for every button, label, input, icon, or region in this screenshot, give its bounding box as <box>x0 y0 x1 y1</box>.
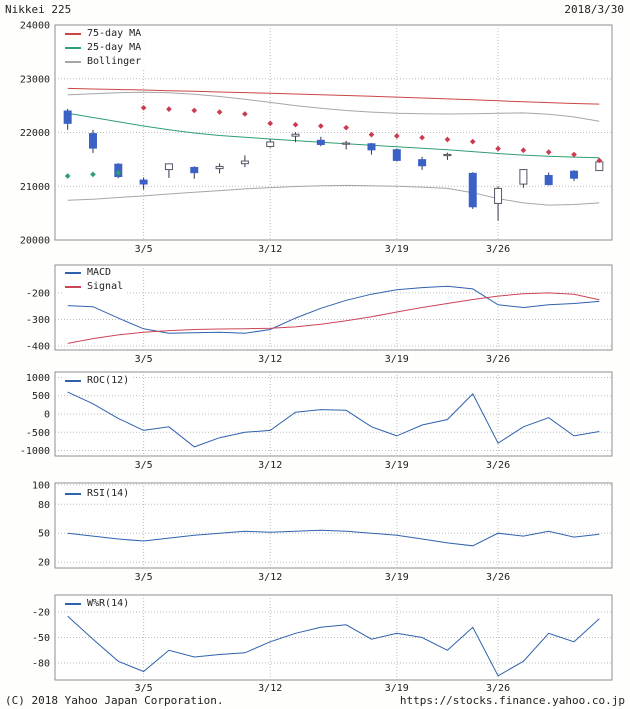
legend-item-roc: ROC(12) <box>65 374 129 388</box>
svg-text:21000: 21000 <box>20 182 50 193</box>
svg-text:-50: -50 <box>32 633 50 644</box>
legend-item-wr: W%R(14) <box>65 597 129 611</box>
macd-series <box>67 285 600 344</box>
ma25-line-swatch <box>65 47 81 49</box>
bollinger-legend-label: Bollinger <box>87 56 142 67</box>
macd-legend-label: MACD <box>87 267 112 278</box>
svg-text:-20: -20 <box>32 608 50 619</box>
roc-line-swatch <box>65 380 81 382</box>
rsi-legend-label: RSI(14) <box>87 488 130 499</box>
svg-text:3/5: 3/5 <box>135 572 153 583</box>
svg-text:3/12: 3/12 <box>258 683 282 694</box>
svg-text:50: 50 <box>38 529 50 540</box>
svg-text:3/19: 3/19 <box>385 244 409 255</box>
macd-line-swatch <box>65 272 81 274</box>
wr-line-swatch <box>65 603 81 605</box>
svg-text:3/5: 3/5 <box>135 683 153 694</box>
rsi-line-swatch <box>65 493 81 495</box>
svg-text:0: 0 <box>44 410 50 421</box>
svg-text:3/26: 3/26 <box>486 572 510 583</box>
ma25-legend-label: 25-day MA <box>87 42 142 53</box>
svg-text:3/19: 3/19 <box>385 460 409 471</box>
roc-chart: 1000 500 0 -500 -1000 3/5 3/12 3/19 3/26 <box>20 371 613 471</box>
svg-text:3/26: 3/26 <box>486 354 510 365</box>
chart-title: Nikkei 225 <box>5 3 72 16</box>
svg-text:3/26: 3/26 <box>486 460 510 471</box>
svg-text:20000: 20000 <box>20 236 50 247</box>
svg-text:-300: -300 <box>26 315 50 326</box>
svg-text:3/19: 3/19 <box>385 572 409 583</box>
roc-series <box>67 391 600 448</box>
rsi-legend: RSI(14) <box>62 487 133 501</box>
wr-chart: -20 -50 -80 3/5 3/12 3/19 3/26 <box>32 594 613 694</box>
bollinger-line-swatch <box>65 61 81 63</box>
svg-text:3/12: 3/12 <box>258 244 282 255</box>
legend-item-bollinger: Bollinger <box>65 55 141 69</box>
ma75-legend-label: 75-day MA <box>87 28 142 39</box>
svg-text:22000: 22000 <box>20 128 50 139</box>
svg-text:80: 80 <box>38 500 50 511</box>
overlay-lines <box>67 87 600 206</box>
svg-text:20: 20 <box>38 558 50 569</box>
svg-text:3/5: 3/5 <box>135 460 153 471</box>
macd-legend: MACD Signal <box>62 266 127 294</box>
marker-dots <box>64 104 603 179</box>
rsi-chart: 100 80 50 20 3/5 3/12 3/19 3/26 <box>32 481 613 583</box>
svg-text:3/5: 3/5 <box>135 354 153 365</box>
macd-chart: -200 -300 -400 3/5 3/12 3/19 3/26 <box>26 264 613 365</box>
roc-legend: ROC(12) <box>62 374 133 388</box>
svg-text:3/26: 3/26 <box>486 683 510 694</box>
svg-text:24000: 24000 <box>20 21 50 32</box>
svg-text:-1000: -1000 <box>20 446 50 457</box>
svg-text:3/19: 3/19 <box>385 683 409 694</box>
svg-text:3/5: 3/5 <box>135 244 153 255</box>
roc-legend-label: ROC(12) <box>87 375 130 386</box>
price-grid: 24000 23000 22000 21000 20000 3/5 3/12 3/19 3/26 <box>20 21 613 255</box>
roc-grid: 1000 500 0 -500 -1000 3/5 3/12 3/19 3/26 <box>20 371 613 471</box>
svg-text:3/12: 3/12 <box>258 572 282 583</box>
rsi-series <box>67 529 600 547</box>
candlestick-series <box>63 108 604 221</box>
legend-item-macd: MACD <box>65 266 123 280</box>
svg-text:-80: -80 <box>32 659 50 670</box>
svg-text:3/26: 3/26 <box>486 244 510 255</box>
svg-text:3/19: 3/19 <box>385 354 409 365</box>
svg-text:23000: 23000 <box>20 74 50 85</box>
rsi-grid: 100 80 50 20 3/5 3/12 3/19 3/26 <box>32 481 613 583</box>
svg-text:100: 100 <box>32 481 50 491</box>
wr-grid: -20 -50 -80 3/5 3/12 3/19 3/26 <box>32 594 613 694</box>
legend-item-ma75: 75-day MA <box>65 27 141 41</box>
footer-copyright: (C) 2018 Yahoo Japan Corporation. <box>5 694 224 707</box>
svg-text:3/12: 3/12 <box>258 354 282 365</box>
signal-legend-label: Signal <box>87 281 124 292</box>
price-legend: 75-day MA 25-day MA Bollinger <box>62 27 145 69</box>
legend-item-rsi: RSI(14) <box>65 487 129 501</box>
svg-text:-200: -200 <box>26 288 50 299</box>
signal-line-swatch <box>65 286 81 288</box>
ma75-line-swatch <box>65 33 81 35</box>
wr-series <box>67 615 600 677</box>
svg-text:-400: -400 <box>26 342 50 353</box>
footer-url: https://stocks.finance.yahoo.co.jp <box>399 694 625 707</box>
price-candlestick-chart: 24000 23000 22000 21000 20000 3/5 3/12 3/19 3/26 <box>20 21 613 255</box>
legend-item-signal: Signal <box>65 280 123 294</box>
legend-item-ma25: 25-day MA <box>65 41 141 55</box>
svg-text:1000: 1000 <box>26 373 50 384</box>
wr-legend: W%R(14) <box>62 597 133 611</box>
svg-text:3/12: 3/12 <box>258 460 282 471</box>
chart-date: 2018/3/30 <box>564 3 624 16</box>
svg-text:500: 500 <box>32 391 50 402</box>
svg-text:-500: -500 <box>26 428 50 439</box>
wr-legend-label: W%R(14) <box>87 598 130 609</box>
